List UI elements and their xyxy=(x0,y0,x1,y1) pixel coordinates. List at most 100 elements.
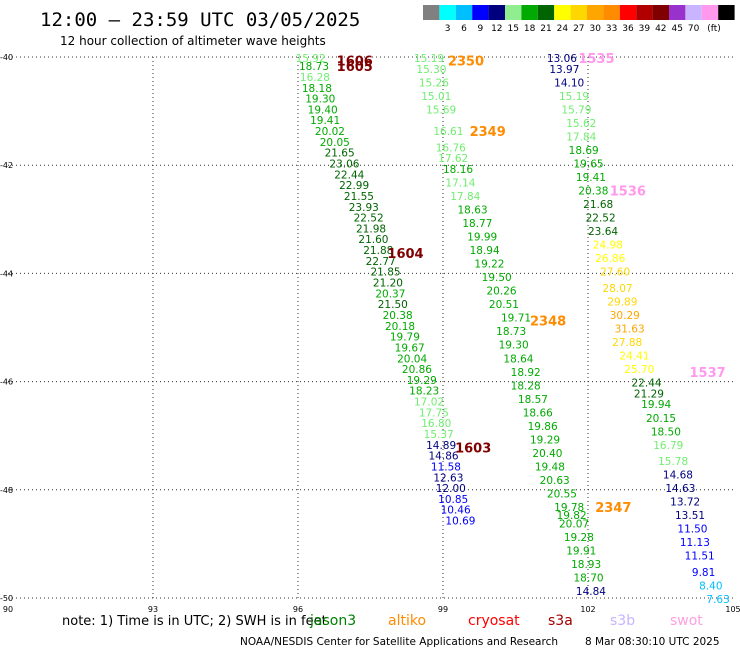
x-tick-label: 99 xyxy=(438,605,448,614)
wave-height-label: 18.92 xyxy=(511,367,541,379)
wave-height-label: 24.41 xyxy=(619,351,649,363)
wave-height-label: 19.86 xyxy=(528,421,558,433)
scale-label: 36 xyxy=(622,24,634,34)
satellite-legend-item: jason3 xyxy=(309,613,356,629)
wave-height-label: 21.20 xyxy=(373,278,403,290)
wave-height-label: 16.79 xyxy=(653,440,683,452)
wave-height-label: 20.15 xyxy=(646,413,676,425)
wave-height-label: 22.77 xyxy=(366,256,396,268)
scale-swatch xyxy=(587,5,604,20)
y-tick-label: -40 xyxy=(0,53,13,62)
wave-height-label: 18.73 xyxy=(496,326,526,338)
wave-height-label: 15.69 xyxy=(426,104,456,116)
wave-height-label: 15.19 xyxy=(559,91,589,103)
wave-height-label: 13.51 xyxy=(675,510,705,522)
wave-height-label: 19.30 xyxy=(305,94,335,106)
scale-swatch xyxy=(439,5,456,20)
wave-height-label: 19.71 xyxy=(501,313,531,325)
scale-swatch xyxy=(718,5,735,20)
wave-height-label: 18.50 xyxy=(651,426,681,438)
footer-credit: NOAA/NESDIS Center for Satellite Applica… xyxy=(240,636,558,648)
wave-height-label: 20.86 xyxy=(402,364,432,376)
wave-height-label: 10.85 xyxy=(438,494,468,506)
wave-height-label: 19.48 xyxy=(535,461,565,473)
scale-swatch xyxy=(570,5,587,20)
wave-height-label: 17.14 xyxy=(445,177,475,189)
scale-label: 24 xyxy=(557,24,569,34)
pass-label: 2347 xyxy=(595,501,631,516)
wave-height-label: 19.22 xyxy=(474,259,504,271)
scale-label: 39 xyxy=(639,24,651,34)
y-tick-label: -46 xyxy=(0,378,13,387)
wave-height-label: 17.02 xyxy=(414,397,444,409)
wave-height-label: 20.40 xyxy=(532,448,562,460)
scale-label: 33 xyxy=(606,24,617,34)
footer-note: note: 1) Time is in UTC; 2) SWH is in fe… xyxy=(62,614,327,629)
wave-height-label: 17.62 xyxy=(438,153,468,165)
scale-swatch xyxy=(619,5,637,20)
y-tick-label: -44 xyxy=(0,269,13,278)
scale-label: 3 xyxy=(445,24,451,34)
wave-height-label: 18.93 xyxy=(571,559,601,571)
satellite-legend-item: swot xyxy=(670,613,703,629)
wave-height-label: 14.89 xyxy=(426,440,456,452)
chart-title: 12:00 – 23:59 UTC 03/05/2025 xyxy=(40,9,360,31)
wave-height-label: 7.63 xyxy=(706,594,729,606)
scale-label: 70 xyxy=(688,24,700,34)
wave-height-label: 19.28 xyxy=(564,532,594,544)
scale-swatch xyxy=(701,5,719,20)
wave-height-label: 18.28 xyxy=(511,380,541,392)
satellite-legend-item: s3b xyxy=(610,613,635,629)
pass-label: 2348 xyxy=(530,314,566,329)
x-tick-label: 105 xyxy=(725,605,740,614)
scale-label: 12 xyxy=(491,24,502,34)
wave-height-label: 19.82 xyxy=(557,510,587,522)
y-tick-label: -50 xyxy=(0,594,13,603)
wave-height-label: 11.51 xyxy=(685,551,715,563)
wave-height-label: 15.79 xyxy=(561,104,591,116)
wave-height-label: 19.67 xyxy=(395,342,425,354)
x-tick-label: 90 xyxy=(3,605,13,614)
wave-height-label: 19.41 xyxy=(310,115,340,127)
wave-height-label: 18.73 xyxy=(299,61,329,73)
wave-height-label: 15.78 xyxy=(658,456,688,468)
wave-height-label: 21.88 xyxy=(363,245,393,257)
wave-height-label: 19.78 xyxy=(554,502,584,514)
wave-height-label: 14.84 xyxy=(576,586,606,598)
scale-label: 42 xyxy=(655,24,666,34)
wave-height-label: 22.52 xyxy=(586,213,616,225)
scale-label: 21 xyxy=(540,24,551,34)
wave-height-label: 20.07 xyxy=(559,518,589,530)
wave-height-label: 8.40 xyxy=(699,580,722,592)
wave-height-label: 11.13 xyxy=(680,537,710,549)
wave-height-label: 18.16 xyxy=(443,164,473,176)
y-tick-label: -48 xyxy=(0,486,13,495)
wave-height-label: 28.07 xyxy=(603,283,633,295)
wave-height-label: 23.06 xyxy=(329,158,359,170)
scale-label: 18 xyxy=(524,24,536,34)
wave-height-label: 15.19 xyxy=(414,53,444,65)
wave-height-label: 22.44 xyxy=(632,378,662,390)
plot-grid xyxy=(8,56,733,599)
wave-height-label: 19.50 xyxy=(482,272,512,284)
wave-height-label: 18.63 xyxy=(458,204,488,216)
wave-height-label: 15.37 xyxy=(424,429,454,441)
wave-height-label: 9.81 xyxy=(692,567,715,579)
scale-swatch xyxy=(652,5,669,20)
wave-height-label: 19.99 xyxy=(467,232,497,244)
wave-height-label: 12.00 xyxy=(436,483,466,495)
wave-height-label: 23.64 xyxy=(588,226,618,238)
wave-height-label: 21.29 xyxy=(634,388,664,400)
wave-height-label: 20.18 xyxy=(385,321,415,333)
pass-label: 2349 xyxy=(470,125,506,140)
wave-height-label: 19.40 xyxy=(308,104,338,116)
scale-label: 6 xyxy=(461,24,467,34)
wave-height-label: 19.30 xyxy=(499,340,529,352)
wave-height-label: 20.38 xyxy=(578,186,608,198)
wave-height-label: 14.86 xyxy=(429,451,459,463)
satellite-legend-item: cryosat xyxy=(468,613,520,629)
wave-height-label: 20.37 xyxy=(375,288,405,300)
wave-height-label: 20.38 xyxy=(383,310,413,322)
wave-height-label: 16.28 xyxy=(300,72,330,84)
scale-swatch xyxy=(554,5,571,20)
